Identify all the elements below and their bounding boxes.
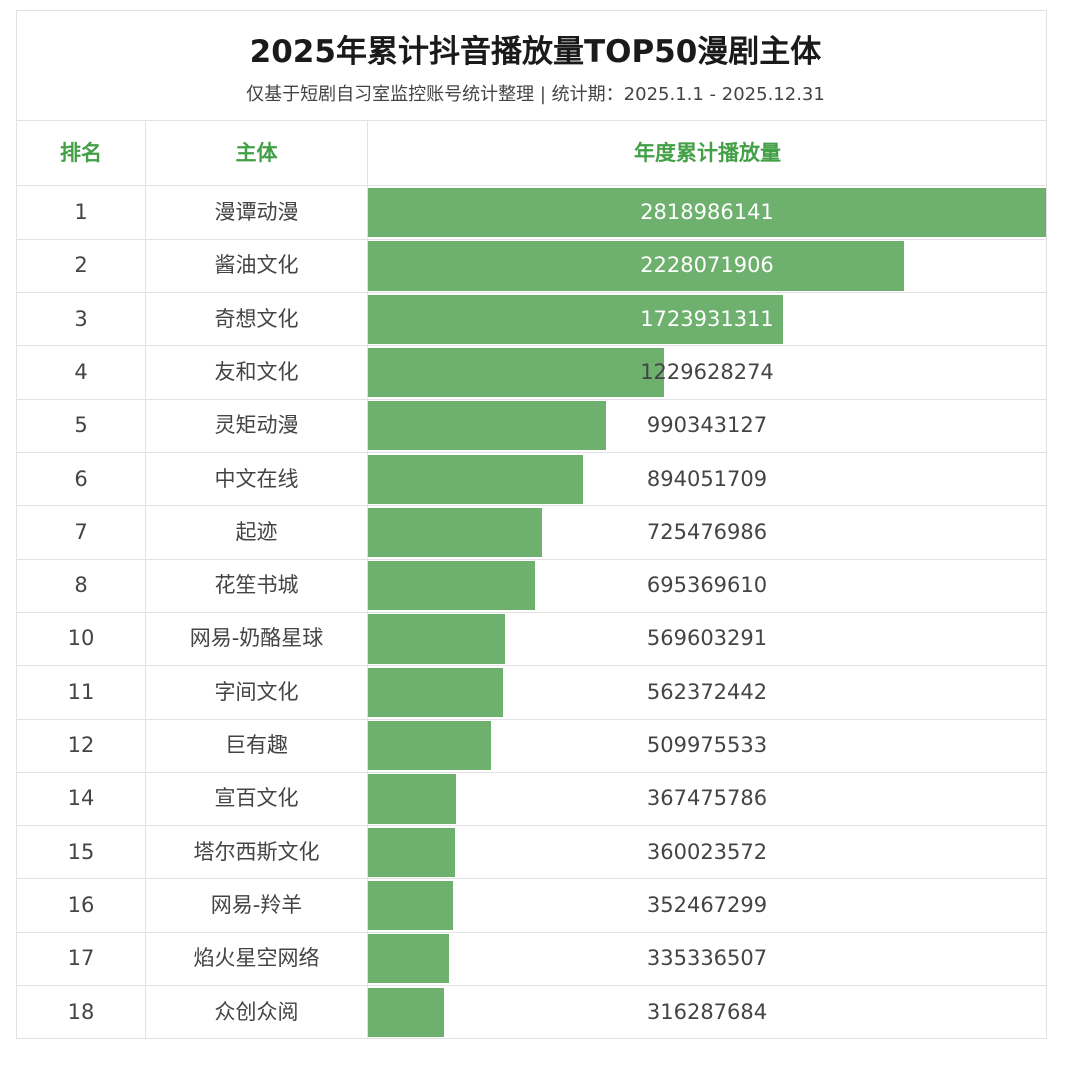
chart-subtitle: 仅基于短剧自习室监控账号统计整理 | 统计期：2025.1.1 - 2025.1… xyxy=(246,84,825,105)
bar-value-label: 2818986141 xyxy=(640,200,774,224)
rank-cell: 16 xyxy=(67,892,95,917)
entity-cell: 塔尔西斯文化 xyxy=(193,839,320,864)
bar-value-label: 509975533 xyxy=(646,733,768,757)
bar xyxy=(368,188,1046,238)
bar xyxy=(368,774,457,824)
bar-value-label: 367475786 xyxy=(646,786,768,811)
bar xyxy=(368,614,505,664)
bar-value-label: 360023572 xyxy=(646,839,768,864)
row-divider xyxy=(16,878,1047,880)
row-divider xyxy=(16,718,1047,720)
bar-value-label: 1723931311 xyxy=(640,306,774,331)
entity-cell: 巨有趣 xyxy=(225,733,288,757)
row-divider xyxy=(16,825,1047,827)
entity-cell: 网易-羚羊 xyxy=(210,892,303,917)
bar xyxy=(368,934,449,984)
bar xyxy=(368,721,491,771)
bar-value-label: 1229628274 xyxy=(640,359,774,384)
entity-cell: 灵矩动漫 xyxy=(214,413,299,438)
row-divider xyxy=(16,345,1047,347)
bar-value-label: 725476986 xyxy=(646,519,768,544)
rank-cell: 15 xyxy=(67,839,95,864)
bar xyxy=(368,241,904,291)
bar xyxy=(368,987,445,1037)
entity-cell: 漫谭动漫 xyxy=(214,200,299,224)
rank-cell: 3 xyxy=(74,306,88,331)
chart-title: 2025年累计抖音播放量TOP50漫剧主体 xyxy=(249,34,822,70)
entity-cell: 宣百文化 xyxy=(214,786,299,811)
row-divider xyxy=(16,931,1047,933)
row-divider xyxy=(16,611,1047,613)
entity-cell: 友和文化 xyxy=(214,359,299,384)
entity-cell: 焰火星空网络 xyxy=(193,946,320,971)
bar-value-label: 335336507 xyxy=(646,946,768,971)
rank-cell: 8 xyxy=(74,573,88,598)
entity-cell: 酱油文化 xyxy=(214,253,299,278)
entity-cell: 中文在线 xyxy=(214,466,299,491)
bar xyxy=(368,401,607,451)
rank-cell: 11 xyxy=(67,679,95,704)
entity-cell: 花笙书城 xyxy=(214,573,299,598)
header-rank: 排名 xyxy=(60,141,102,165)
entity-cell: 网易-奶酪星球 xyxy=(189,626,324,651)
bar xyxy=(368,347,664,398)
bar xyxy=(368,667,504,717)
rank-cell: 10 xyxy=(67,626,95,651)
bar-value-label: 894051709 xyxy=(646,466,768,491)
entity-cell: 众创众阅 xyxy=(214,999,299,1024)
row-divider xyxy=(16,558,1047,560)
bar xyxy=(368,827,455,877)
rank-cell: 1 xyxy=(74,200,88,224)
row-divider xyxy=(16,665,1047,667)
entity-cell: 字间文化 xyxy=(214,679,299,704)
row-divider xyxy=(16,771,1047,773)
column-divider-rank xyxy=(145,120,146,1039)
bar-value-label: 695369610 xyxy=(646,573,768,598)
header-bottom-border xyxy=(16,185,1047,186)
row-divider xyxy=(16,398,1047,400)
bar xyxy=(368,294,783,344)
entity-cell: 起迹 xyxy=(235,519,278,544)
rank-cell: 18 xyxy=(67,999,95,1024)
bar-value-label: 2228071906 xyxy=(640,253,774,278)
rank-cell: 12 xyxy=(67,733,95,757)
bar xyxy=(368,454,584,504)
rank-cell: 6 xyxy=(74,466,88,491)
row-divider xyxy=(16,505,1047,507)
column-divider-entity xyxy=(367,120,368,1039)
bar-value-label: 569603291 xyxy=(646,626,768,651)
bar xyxy=(368,561,536,611)
row-divider xyxy=(16,292,1047,294)
rank-cell: 2 xyxy=(74,253,88,278)
row-divider xyxy=(16,1038,1047,1040)
bar xyxy=(368,880,453,931)
header-entity: 主体 xyxy=(235,141,278,165)
row-divider xyxy=(16,452,1047,453)
rank-cell: 4 xyxy=(74,359,88,384)
row-divider xyxy=(16,985,1047,986)
bar-value-label: 316287684 xyxy=(646,999,768,1024)
rank-cell: 7 xyxy=(74,519,88,544)
entity-cell: 奇想文化 xyxy=(214,306,299,331)
bar-value-label: 562372442 xyxy=(646,679,768,704)
rank-cell: 5 xyxy=(74,413,88,438)
header-top-border xyxy=(16,120,1047,121)
row-divider xyxy=(16,238,1047,240)
header-plays: 年度累计播放量 xyxy=(634,141,781,165)
rank-cell: 14 xyxy=(67,786,95,811)
bar-value-label: 352467299 xyxy=(646,892,768,917)
bar-value-label: 990343127 xyxy=(646,413,768,438)
rank-cell: 17 xyxy=(67,946,95,971)
bar xyxy=(368,507,543,558)
